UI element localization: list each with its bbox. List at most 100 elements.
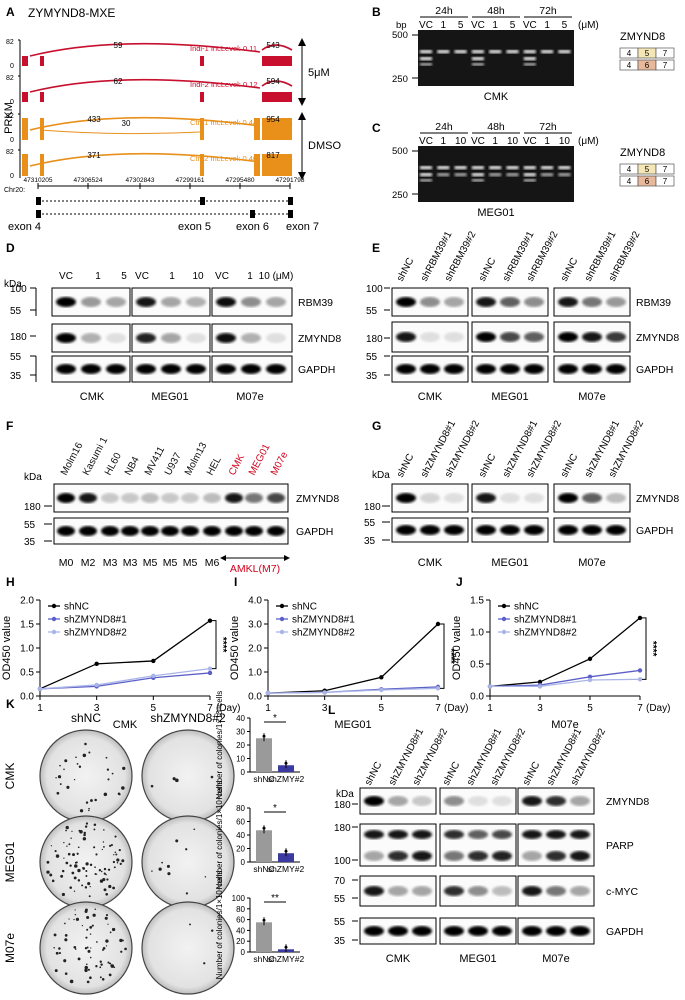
y-axis-label: OD450 value: [1, 616, 13, 680]
track-ymax: 82: [6, 149, 14, 156]
marker-label: 55: [366, 306, 378, 317]
junction-arc: [29, 42, 261, 57]
x-tick-label: 7: [207, 703, 213, 714]
coverage-block: [200, 154, 204, 176]
blot-band: [266, 297, 286, 307]
colony-dot: [99, 960, 102, 963]
exon5-box: [200, 197, 205, 205]
colony-dot: [82, 837, 87, 841]
significance-label: *: [273, 803, 277, 814]
coverage-block: [254, 118, 260, 140]
panel-d-letter: D: [6, 241, 15, 255]
legend-label: shNC: [514, 602, 539, 613]
legend-marker: [51, 629, 57, 635]
y-tick-label: 30: [236, 728, 245, 737]
blot-band: [364, 886, 384, 896]
y-axis-label: OD450 value: [229, 616, 241, 680]
blot-band: [500, 525, 520, 535]
y-tick-label: 20: [236, 741, 245, 750]
isoform-exon-label: 4: [627, 165, 632, 174]
data-point: [322, 690, 327, 695]
blot-band: [476, 332, 496, 342]
lane-label: 1: [247, 271, 253, 282]
significance-label: ****: [217, 637, 228, 653]
y-tick-label: 40: [236, 714, 245, 723]
junction-count: 30: [122, 119, 131, 128]
blot-band: [225, 493, 243, 503]
blot-band: [500, 297, 520, 307]
blot-band: [388, 851, 408, 861]
cell-line-label: M07e: [578, 391, 606, 403]
gel-band: [437, 166, 450, 170]
data-point: [637, 615, 643, 621]
colony-dot: [88, 809, 90, 812]
colony-dot: [99, 879, 104, 883]
colony-dot: [87, 968, 90, 971]
lane-label: shNC: [395, 452, 416, 479]
blot-band: [396, 493, 416, 503]
blot-band: [388, 926, 408, 936]
x-unit-label: (Day): [216, 703, 240, 714]
y-tick-label: 1.5: [470, 596, 484, 607]
colony-dot: [108, 962, 111, 965]
colony-dot: [46, 860, 50, 864]
colony-dot: [86, 946, 89, 949]
colony-dot: [50, 845, 53, 847]
fab-subtype-label: M5: [143, 557, 158, 569]
colony-dot: [185, 892, 189, 895]
fab-subtype-label: M5: [183, 557, 198, 569]
blot-band: [444, 886, 464, 896]
gel-band: [489, 50, 502, 54]
colony-dot: [59, 783, 62, 785]
blot-band: [388, 830, 408, 839]
marker-label: 35: [364, 536, 376, 547]
cell-line-label: MEG01: [151, 391, 188, 403]
blot-band: [444, 830, 464, 839]
gel-band: [471, 57, 484, 61]
data-point: [587, 656, 593, 662]
exon6-box: [250, 210, 255, 218]
lane-label: shNC: [441, 760, 462, 787]
protein-label: c-MYC: [606, 886, 638, 898]
colony-dot: [107, 923, 109, 925]
gel-band: [471, 179, 484, 182]
bar: [256, 922, 272, 952]
colony-dot: [93, 823, 97, 827]
fab-subtype-label: M6: [205, 557, 220, 569]
blot-band: [492, 851, 512, 861]
colony-dot: [51, 879, 55, 883]
marker-label: 180: [10, 332, 27, 343]
colony-dot: [210, 775, 214, 779]
gel-band: [471, 173, 484, 177]
coverage-block: [22, 92, 28, 102]
colony-dot: [105, 945, 108, 947]
panel-letter: H: [6, 575, 15, 589]
gel-band: [506, 173, 519, 177]
blot-band: [396, 364, 416, 374]
marker-label: 55: [364, 518, 376, 529]
inclusion-level: Indi-2 IncLevel: 0.12: [190, 80, 258, 89]
series-line: [39, 672, 211, 690]
row-label: CMK: [3, 763, 17, 790]
lane-label: 10: [559, 136, 571, 147]
colony-dot: [75, 756, 77, 759]
colony-dot: [73, 876, 77, 880]
colony-dot: [66, 785, 70, 789]
gel-band: [523, 63, 536, 66]
marker-label: 70: [334, 876, 346, 887]
significance-bracket: [440, 623, 445, 689]
colony-dot: [66, 845, 68, 847]
lane-label: shNC: [559, 256, 580, 283]
gel-band: [471, 63, 484, 66]
blot-band: [570, 796, 590, 806]
blot-band: [476, 493, 496, 503]
colony-dot: [69, 864, 72, 867]
colony-dot: [86, 928, 89, 931]
blot-band: [570, 926, 590, 936]
y-tick-label: 0.5: [470, 660, 484, 671]
colony-dot: [85, 862, 89, 866]
blot-band: [500, 332, 520, 342]
colony-dot: [124, 947, 127, 951]
colony-dot: [74, 864, 78, 868]
